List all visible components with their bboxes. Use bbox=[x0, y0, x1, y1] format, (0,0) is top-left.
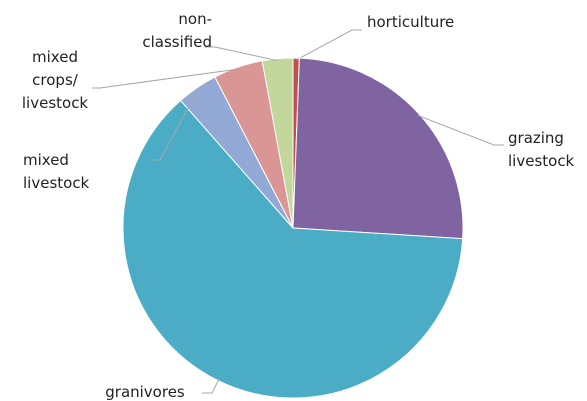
pie-slice bbox=[292, 57, 464, 240]
slice-label: grazing livestock bbox=[508, 129, 575, 170]
slice-label: mixed crops/livestock bbox=[22, 48, 89, 112]
label-line: non- bbox=[178, 10, 212, 28]
leader-line bbox=[417, 114, 504, 146]
label-line: mixed bbox=[23, 151, 69, 169]
label-line: crops/ bbox=[32, 71, 79, 89]
leader-line bbox=[202, 378, 220, 394]
label-line: grazing bbox=[508, 129, 564, 147]
label-line: classified bbox=[142, 33, 212, 51]
label-line: livestock bbox=[508, 152, 575, 170]
slice-label: horticulture bbox=[367, 13, 454, 31]
leader-line bbox=[205, 46, 278, 62]
slice-label: mixed livestock bbox=[23, 151, 90, 192]
slice-label: granivores bbox=[105, 383, 185, 401]
label-line: horticulture bbox=[367, 13, 454, 31]
label-line: mixed bbox=[32, 48, 78, 66]
leader-line bbox=[92, 68, 239, 89]
slice-label: non-classified bbox=[142, 10, 212, 51]
pie-slice bbox=[261, 57, 294, 229]
label-line: livestock bbox=[23, 174, 90, 192]
leader-line bbox=[295, 29, 362, 61]
leader-line bbox=[152, 89, 199, 161]
label-line: granivores bbox=[105, 383, 185, 401]
label-line: livestock bbox=[22, 94, 89, 112]
